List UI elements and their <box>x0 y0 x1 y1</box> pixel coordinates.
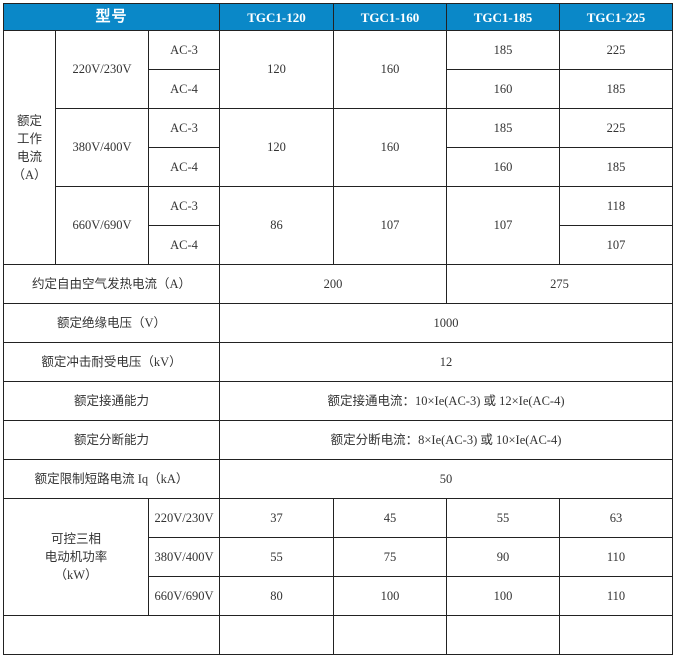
value-cell: 额定分断电流：8×Ie(AC-3) 或 10×Ie(AC-4) <box>219 420 673 460</box>
table-row: AC-4 107 <box>4 225 673 265</box>
table-row: 可控三相 电动机功率 （kW） 220V/230V 37 45 55 63 <box>3 498 673 616</box>
breaking-capacity-label: 额定分断能力 <box>3 420 220 460</box>
table-row: 660V/690V 80 100 100 110 <box>4 576 673 616</box>
value-cell: 100 <box>333 576 447 616</box>
spec-table: 型号 TGC1-120 TGC1-160 TGC1-185 TGC1-225 额… <box>3 3 673 655</box>
model-header: 型号 <box>3 3 220 31</box>
voltage-cell: 380V/400V <box>55 108 149 187</box>
table-row: 380V/400V 55 75 90 110 <box>4 537 673 577</box>
category-cell: AC-3 <box>148 108 220 148</box>
value-cell: 额定接通电流：10×Ie(AC-3) 或 12×Ie(AC-4) <box>219 381 673 421</box>
value-cell: 160 <box>446 69 560 109</box>
table-row: 额定分断能力 额定分断电流：8×Ie(AC-3) 或 10×Ie(AC-4) <box>3 420 673 460</box>
value-cell: 160 <box>333 108 447 187</box>
value-cell: 110 <box>559 537 673 577</box>
table-row: 额定 工作 电流 （A） 220V/230V AC-3 120 160 185 … <box>3 30 673 265</box>
rated-current-label: 额定 工作 电流 （A） <box>3 30 56 265</box>
motor-power-label: 可控三相 电动机功率 （kW） <box>3 498 149 616</box>
empty-cell <box>559 615 673 655</box>
label-line: 可控三相 <box>50 532 101 546</box>
value-cell: 225 <box>559 30 673 70</box>
value-cell: 185 <box>559 69 673 109</box>
value-cell: 160 <box>333 30 447 109</box>
value-cell: 200 <box>219 264 447 304</box>
model-col: TGC1-160 <box>333 3 447 31</box>
value-cell: 120 <box>219 30 334 109</box>
value-cell: 1000 <box>219 303 673 343</box>
category-cell: AC-3 <box>148 186 220 226</box>
table-row: 额定绝缘电压（V） 1000 <box>3 303 673 343</box>
voltage-cell: 660V/690V <box>55 186 149 265</box>
label-line: 工作 <box>16 131 42 146</box>
category-cell: AC-3 <box>148 30 220 70</box>
empty-cell <box>3 615 220 655</box>
value-cell: 185 <box>559 147 673 187</box>
label-line: 额定 <box>16 113 42 128</box>
value-cell: 225 <box>559 108 673 148</box>
value-cell: 55 <box>446 498 560 538</box>
table-row: 约定自由空气发热电流（A） 200 275 <box>3 264 673 304</box>
value-cell: 120 <box>219 108 334 187</box>
value-cell: 110 <box>559 576 673 616</box>
model-col: TGC1-185 <box>446 3 560 31</box>
model-col: TGC1-225 <box>559 3 673 31</box>
table-row: 额定冲击耐受电压（kV） 12 <box>3 342 673 382</box>
empty-cell <box>446 615 560 655</box>
table-row: 额定接通能力 额定接通电流：10×Ie(AC-3) 或 12×Ie(AC-4) <box>3 381 673 421</box>
value-cell: 80 <box>219 576 334 616</box>
value-cell: 55 <box>219 537 334 577</box>
value-cell: 107 <box>333 186 447 265</box>
value-cell: 12 <box>219 342 673 382</box>
insulation-voltage-label: 额定绝缘电压（V） <box>3 303 220 343</box>
value-cell: 50 <box>219 459 673 499</box>
table-row: 380V/400V AC-3 120 160 185 225 <box>4 108 673 187</box>
value-cell: 45 <box>333 498 447 538</box>
voltage-cell: 380V/400V <box>148 537 220 577</box>
table-row: 额定限制短路电流 Iq（kA） 50 <box>3 459 673 499</box>
value-cell: 160 <box>446 147 560 187</box>
category-cell: AC-4 <box>148 147 220 187</box>
thermal-current-label: 约定自由空气发热电流（A） <box>3 264 220 304</box>
short-circuit-label: 额定限制短路电流 Iq（kA） <box>3 459 220 499</box>
value-cell: 37 <box>219 498 334 538</box>
table-row: AC-4 160 185 <box>4 147 673 187</box>
value-cell: 90 <box>446 537 560 577</box>
empty-cell <box>333 615 447 655</box>
label-line: （A） <box>12 167 47 182</box>
value-cell: 100 <box>446 576 560 616</box>
value-cell: 75 <box>333 537 447 577</box>
category-cell: AC-4 <box>148 225 220 265</box>
table-row-partial <box>3 615 673 655</box>
header-row: 型号 TGC1-120 TGC1-160 TGC1-185 TGC1-225 <box>3 3 673 31</box>
category-cell: AC-4 <box>148 69 220 109</box>
making-capacity-label: 额定接通能力 <box>3 381 220 421</box>
voltage-cell: 220V/230V <box>55 30 149 109</box>
value-cell: 118 <box>559 186 673 226</box>
value-cell: 185 <box>446 108 560 148</box>
model-col: TGC1-120 <box>219 3 334 31</box>
value-cell: 107 <box>446 186 560 265</box>
impulse-voltage-label: 额定冲击耐受电压（kV） <box>3 342 220 382</box>
value-cell: 275 <box>446 264 673 304</box>
value-cell: 107 <box>559 225 673 265</box>
empty-cell <box>219 615 334 655</box>
label-line: 电流 <box>16 149 42 164</box>
label-line: 电动机功率 <box>44 550 108 564</box>
value-cell: 86 <box>219 186 334 265</box>
table-row: AC-4 160 185 <box>4 69 673 109</box>
voltage-cell: 220V/230V <box>148 498 220 538</box>
value-cell: 185 <box>446 30 560 70</box>
table-row: 660V/690V AC-3 86 107 107 118 <box>4 186 673 265</box>
voltage-cell: 660V/690V <box>148 576 220 616</box>
value-cell: 63 <box>559 498 673 538</box>
label-line: （kW） <box>54 568 98 582</box>
